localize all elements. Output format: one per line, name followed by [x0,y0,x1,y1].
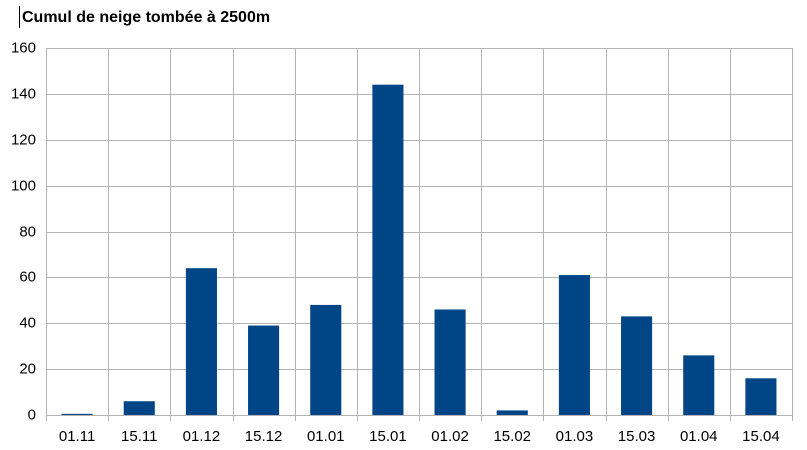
bar [745,378,777,415]
y-tick-label: 160 [11,39,36,56]
x-tick-label: 15.03 [618,428,656,445]
y-tick-label: 100 [11,177,36,194]
y-tick-label: 120 [11,131,36,148]
bar [61,413,93,415]
y-tick-label: 60 [19,268,36,285]
bar [248,325,280,415]
x-tick-label: 15.01 [369,428,407,445]
bar [621,316,653,415]
bar [185,268,217,415]
bar [310,304,342,415]
x-tick-label: 01.03 [556,428,594,445]
x-tick-label: 01.04 [680,428,718,445]
chart-title: Cumul de neige tombée à 2500m [22,9,270,26]
x-tick-label: 15.11 [121,428,157,445]
y-tick-label: 0 [28,406,36,423]
y-tick-label: 80 [19,223,36,240]
bar [372,84,404,415]
x-tick-label: 15.12 [245,428,283,445]
bar [683,355,715,415]
x-tick-label: 01.02 [431,428,469,445]
y-tick-label: 140 [11,85,36,102]
x-tick-label: 01.12 [183,428,221,445]
bar [434,309,466,415]
y-tick-label: 20 [19,360,36,377]
bar [496,410,528,415]
bar [123,401,155,415]
x-tick-label: 15.04 [742,428,780,445]
x-tick-label: 01.01 [307,428,345,445]
x-tick-label: 15.02 [493,428,531,445]
bar [558,275,590,415]
x-tick-label: 01.11 [59,428,95,445]
y-tick-label: 40 [19,314,36,331]
